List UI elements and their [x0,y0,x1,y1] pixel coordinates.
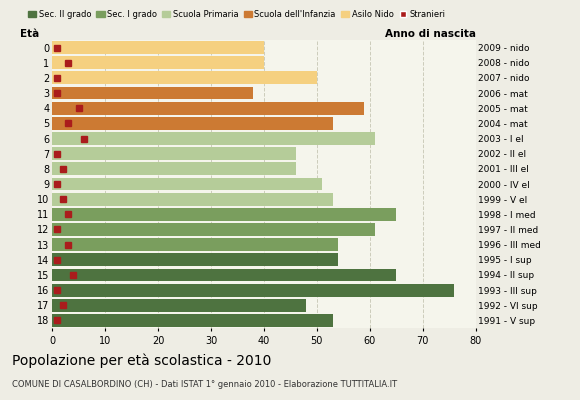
Bar [52,72,317,84]
Text: Popolazione per età scolastica - 2010: Popolazione per età scolastica - 2010 [12,354,271,368]
Bar [52,178,322,190]
Text: Anno di nascita: Anno di nascita [385,28,476,38]
Bar [52,102,364,115]
Bar [52,132,375,145]
Bar [52,299,306,312]
Bar [52,284,455,296]
Bar [52,162,296,175]
Bar [52,56,264,69]
Bar [52,87,253,100]
Bar [52,223,375,236]
Text: Età: Età [20,28,39,38]
Bar [52,41,264,54]
Legend: Sec. II grado, Sec. I grado, Scuola Primaria, Scuola dell'Infanzia, Asilo Nido, : Sec. II grado, Sec. I grado, Scuola Prim… [24,7,449,22]
Bar [52,117,333,130]
Bar [52,147,296,160]
Bar [52,238,338,251]
Bar [52,208,396,221]
Bar [52,193,333,206]
Bar [52,268,396,281]
Bar [52,253,338,266]
Text: COMUNE DI CASALBORDINO (CH) - Dati ISTAT 1° gennaio 2010 - Elaborazione TUTTITAL: COMUNE DI CASALBORDINO (CH) - Dati ISTAT… [12,380,397,389]
Bar [52,314,333,327]
